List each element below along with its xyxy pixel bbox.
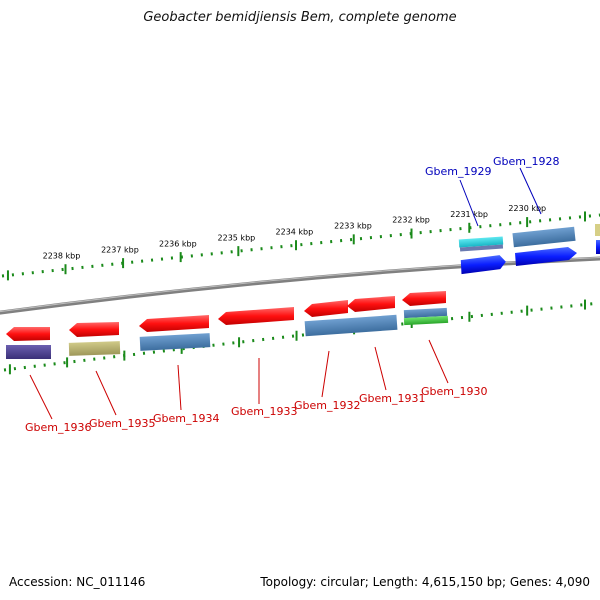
gene-arrow-gbem-1935[interactable] <box>69 322 119 337</box>
ruler-label: 2235 kbp <box>218 233 256 242</box>
gene-arrow-gbem-1934[interactable] <box>139 315 209 332</box>
gene-label-gbem-1932[interactable]: Gbem_1932 <box>294 399 360 412</box>
gene-label-gbem-1929[interactable]: Gbem_1929 <box>425 165 491 178</box>
genome-backbone-highlight <box>0 256 600 313</box>
ruler-label: 2238 kbp <box>43 252 81 261</box>
outer-ruler <box>1 213 600 278</box>
gene-label-gbem-1934[interactable]: Gbem_1934 <box>153 412 219 425</box>
product-gbem-1932 <box>304 314 398 337</box>
feature-khaki-edge <box>595 224 600 236</box>
feature-cyan <box>458 236 504 248</box>
label-leaders <box>29 167 542 420</box>
map-title: Geobacter bemidjiensis Bem, complete gen… <box>143 10 457 25</box>
gene-label-gbem-1936[interactable]: Gbem_1936 <box>25 421 91 434</box>
forward-track <box>458 224 600 275</box>
leader-gbem-1931 <box>374 346 387 391</box>
gene-label-gbem-1928[interactable]: Gbem_1928 <box>493 155 559 168</box>
leader-gbem-1928 <box>519 167 542 215</box>
leader-gbem-1935 <box>95 370 117 416</box>
gene-arrow-gbem-1929[interactable] <box>460 255 507 275</box>
gene-arrow-gbem-1930[interactable] <box>402 291 446 306</box>
ruler-label: 2232 kbp <box>392 216 430 225</box>
leader-gbem-1929 <box>459 179 479 227</box>
gene-label-gbem-1931[interactable]: Gbem_1931 <box>359 392 425 405</box>
leader-gbem-1932 <box>321 350 330 398</box>
gene-arrow-blue-edge <box>596 240 600 254</box>
ruler-labels: 2238 kbp 2237 kbp 2236 kbp 2235 kbp 2234 kbp… <box>43 204 547 261</box>
gene-arrow-gbem-1933[interactable] <box>218 307 294 325</box>
ruler-label: 2234 kbp <box>276 227 314 236</box>
ruler-label: 2231 kbp <box>450 210 488 219</box>
inner-ruler <box>3 301 600 372</box>
feature-slate <box>459 244 504 252</box>
ruler-label: 2236 kbp <box>159 239 197 248</box>
gene-arrow-gbem-1936[interactable] <box>6 327 50 341</box>
gene-arrow-gbem-1928[interactable] <box>515 247 577 266</box>
leader-gbem-1934 <box>177 364 182 411</box>
genome-summary-text: Topology: circular; Length: 4,615,150 bp… <box>260 575 590 589</box>
leader-gbem-1936 <box>29 374 53 420</box>
gene-labels: Gbem_1929 Gbem_1928 Gbem_1936 Gbem_1935 … <box>25 155 559 434</box>
product-gbem-1935 <box>68 341 121 356</box>
leader-gbem-1930 <box>428 339 449 384</box>
genome-backbone <box>0 256 600 315</box>
product-gbem-1934 <box>139 333 211 351</box>
ruler-label: 2237 kbp <box>101 245 139 254</box>
product-gbem-1936 <box>6 345 51 359</box>
ruler-ticks <box>6 211 587 375</box>
product-gbem-1930-green <box>403 315 449 326</box>
gene-label-gbem-1935[interactable]: Gbem_1935 <box>89 417 155 430</box>
accession-text: Accession: NC_011146 <box>9 575 146 589</box>
gene-label-gbem-1933[interactable]: Gbem_1933 <box>231 405 297 418</box>
gene-arrow-gbem-1932[interactable] <box>304 300 348 317</box>
gene-label-gbem-1930[interactable]: Gbem_1930 <box>421 385 487 398</box>
gene-arrow-gbem-1931[interactable] <box>347 296 395 312</box>
feature-steel <box>512 226 576 248</box>
ruler-label: 2230 kbp <box>508 204 546 213</box>
reverse-track <box>6 291 449 359</box>
ruler-label: 2233 kbp <box>334 221 372 230</box>
product-gbem-1930-steel <box>403 307 448 319</box>
